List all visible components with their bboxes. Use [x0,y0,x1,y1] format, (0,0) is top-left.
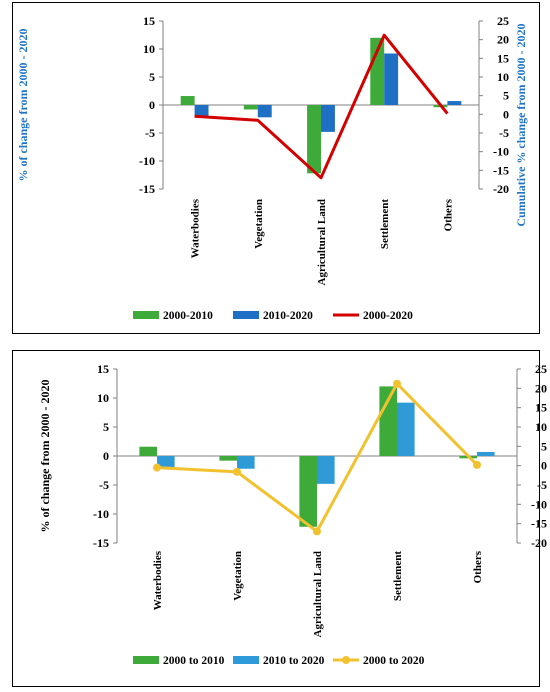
bar-2010-2020-3 [384,53,399,105]
bar-2010-2020-0 [194,105,209,117]
right-tick-label: -10 [493,145,509,159]
bar-2000-2010-3 [370,37,385,105]
legend-marker [342,656,350,664]
legend-label: 2010-2020 [263,310,313,322]
left-tick-label: 5 [103,420,109,434]
left-tick-label: -5 [145,126,155,140]
right-tick-label: 15 [535,401,547,415]
right-tick-label: 15 [497,51,509,65]
category-label: Agricultural Land [312,551,324,637]
right-tick-label: 5 [503,89,509,103]
chart-panel-2: 15 10 5 0 -5 -10 -15 25 20 15 10 5 0 -5 -10 -15 -20 % of … [12,350,547,687]
left-tick-label: 0 [103,449,109,463]
line-point-3 [393,379,401,388]
left-tick-label: 5 [149,70,155,84]
right-tick-label: -20 [531,536,547,550]
left-axis-title: % of change from 2000 - 2020 [16,28,30,181]
left-tick-label: 0 [149,98,155,112]
right-tick-label: -5 [537,478,547,492]
left-tick-label: 15 [97,362,109,376]
right-tick-label: -10 [531,497,547,511]
legend-label: 2000 to 2020 [363,655,425,667]
left-tick-label: -15 [139,182,155,196]
left-tick-label: 10 [143,42,155,56]
category-label: Vegetation [232,551,244,601]
category-label: Settlement [379,199,391,249]
legend-label: 2000-2020 [363,310,413,322]
right-tick-label: -5 [499,126,509,140]
right-tick-label: -15 [531,517,547,531]
chart-1: 15 10 5 0 -5 -10 -15 25 20 15 10 5 0 -5 -10 -15 -20 % of … [16,14,528,322]
line-point-1 [233,467,241,476]
category-label: Vegetation [253,199,265,249]
legend-label: 2010 to 2020 [263,655,325,667]
bar-2010-2020-1 [257,105,272,118]
left-tick-label: -5 [99,478,109,492]
legend-swatch [233,311,259,319]
left-tick-label: -10 [93,507,109,521]
right-tick-label: 10 [497,70,509,84]
category-label: Others [442,198,454,231]
right-tick-label: 5 [541,439,547,453]
left-tick-label: 15 [143,14,155,28]
legend-label: 2000-2010 [163,310,213,322]
line-series-2000-2020 [194,33,449,180]
right-tick-label: 0 [541,459,547,473]
right-tick-label: -20 [493,182,509,196]
bar-2010-to-2020-1 [237,456,255,469]
right-tick-label: 0 [503,107,509,121]
bar-2010-2020-2 [321,105,335,132]
bar-2000-to-2010-3 [379,386,397,456]
legend-swatch [233,656,259,664]
category-label: Agricultural Land [316,199,328,285]
right-tick-label: -15 [493,163,509,177]
bar-2000-to-2010-0 [139,446,157,456]
left-tick-label: 10 [97,391,109,405]
bar-2010-to-2020-0 [157,456,175,468]
right-tick-label: 25 [497,14,509,28]
bar-2000-2010-0 [180,96,195,105]
bar-2010-to-2020-4 [477,451,495,456]
category-label: Waterbodies [190,198,202,258]
bar-2010-to-2020-3 [397,402,415,456]
chart-2: 15 10 5 0 -5 -10 -15 25 20 15 10 5 0 -5 -10 -15 -20 % of … [38,362,547,667]
line-point-0 [153,463,161,472]
left-tick-label: -10 [139,154,155,168]
right-axis-title: Cumulative % change from 2000 - 2020 [514,23,528,226]
category-label: Settlement [392,551,404,601]
category-label: Waterbodies [152,550,164,610]
chart-panel-1: 15 10 5 0 -5 -10 -15 25 20 15 10 5 0 -5 -10 -15 -20 % of … [12,2,540,334]
line-point-4 [473,460,481,469]
category-label: Others [472,550,484,583]
right-tick-label: 20 [497,33,509,47]
right-tick-label: 10 [535,420,547,434]
bar-2010-2020-4 [447,101,462,105]
bar-2000-to-2010-1 [219,456,237,461]
right-tick-label: 25 [535,362,547,376]
left-tick-label: -15 [93,536,109,550]
legend-label: 2000 to 2010 [163,655,225,667]
left-axis-title: % of change from 2000 - 2020 [38,379,52,532]
bar-2000-to-2010-2 [299,456,317,527]
bar-2010-to-2020-2 [317,456,335,484]
bar-2000-2010-2 [307,105,321,174]
legend-swatch [133,656,159,664]
right-tick-label: 20 [535,381,547,395]
legend-swatch [133,311,159,319]
line-point-2 [313,527,321,536]
bar-2000-2010-1 [243,105,258,110]
